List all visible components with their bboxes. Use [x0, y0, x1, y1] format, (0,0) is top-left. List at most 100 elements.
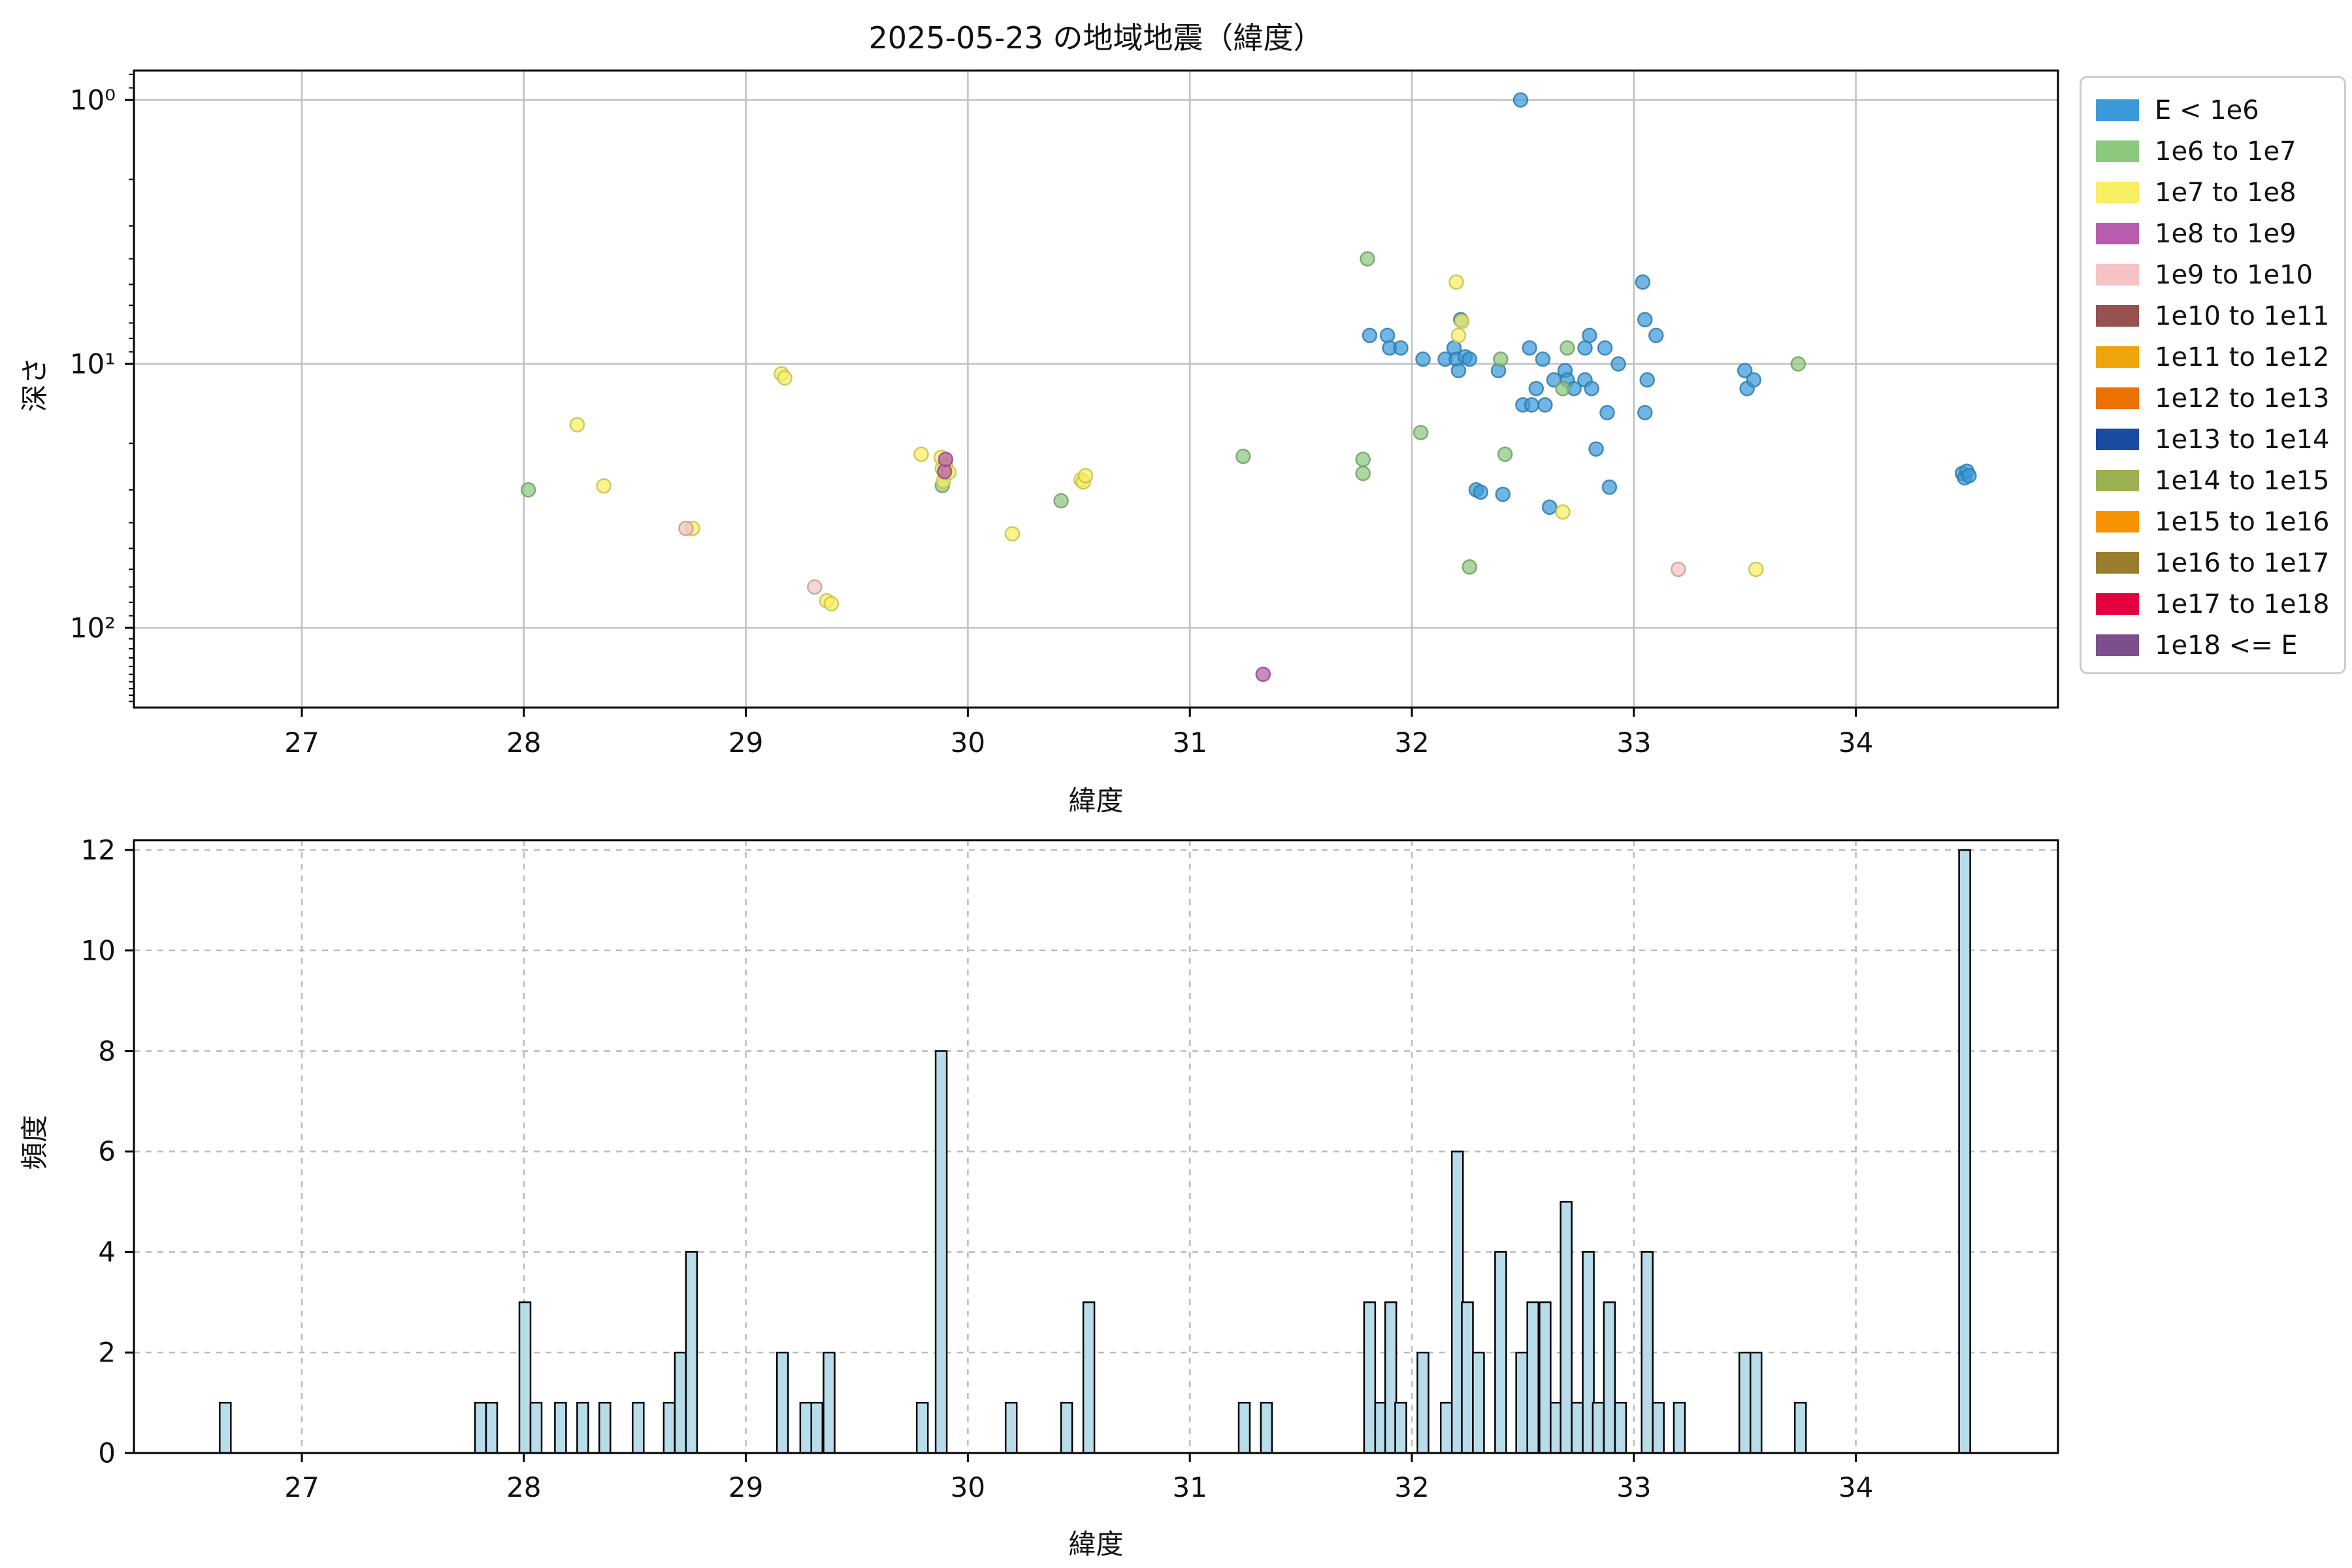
scatter-point: [1355, 465, 1371, 482]
scatter-point: [1448, 274, 1464, 290]
histogram-bar: [1060, 1401, 1073, 1454]
scatter-point: [1512, 92, 1529, 108]
scatter-point: [1597, 340, 1613, 356]
legend-swatch-icon: [2096, 182, 2139, 203]
histogram-bar: [662, 1401, 676, 1454]
scatter-point: [1588, 441, 1604, 457]
legend-swatch-icon: [2096, 552, 2139, 574]
scatter-point: [1415, 351, 1431, 367]
histogram-xtick: 31: [1172, 1471, 1207, 1503]
scatter-point: [1560, 340, 1575, 356]
histogram-bar: [1793, 1401, 1807, 1454]
scatter-point: [1648, 327, 1664, 344]
legend-row: 1e6 to 1e7: [2096, 131, 2344, 172]
histogram-axes: [125, 839, 2059, 1462]
scatter-point: [1599, 404, 1615, 421]
histogram-bar: [1237, 1401, 1251, 1454]
legend-row: 1e15 to 1e16: [2096, 501, 2344, 542]
histogram-bar: [1004, 1401, 1018, 1454]
scatter-point: [1497, 446, 1513, 463]
histogram-xtick: 32: [1394, 1471, 1429, 1503]
scatter-point: [1362, 327, 1378, 344]
legend-row: 1e12 to 1e13: [2096, 378, 2344, 419]
scatter-point: [1537, 397, 1553, 413]
histogram-grid: [134, 840, 2058, 1454]
histogram-bar: [474, 1401, 487, 1454]
histogram-bar: [598, 1401, 612, 1454]
legend-label: 1e12 to 1e13: [2155, 383, 2330, 414]
scatter-point: [1635, 274, 1651, 290]
legend-swatch-icon: [2096, 634, 2139, 656]
scatter-point: [1255, 666, 1271, 682]
chart-title: 2025-05-23 の地域地震（緯度）: [868, 20, 1324, 56]
scatter-point: [1790, 356, 1806, 372]
legend-row: 1e17 to 1e18: [2096, 583, 2344, 625]
histogram-bar: [1363, 1301, 1377, 1454]
histogram-ytick: 12: [80, 834, 116, 866]
legend-label: 1e16 to 1e17: [2155, 547, 2330, 578]
scatter-point: [1454, 314, 1470, 329]
scatter-point: [1555, 380, 1571, 397]
scatter-point: [1473, 484, 1489, 500]
scatter-point: [1355, 451, 1371, 467]
scatter-point: [823, 596, 840, 612]
scatter-point: [1535, 351, 1551, 367]
histogram-ytick: 4: [98, 1235, 116, 1268]
scatter-point: [1524, 397, 1540, 413]
histogram-bar: [1641, 1251, 1654, 1454]
histogram-bar: [1526, 1301, 1539, 1454]
scatter-point: [1053, 493, 1069, 509]
scatter-point: [1462, 351, 1478, 367]
histogram-bars: [219, 849, 1971, 1454]
legend-swatch-icon: [2096, 99, 2139, 121]
scatter-point: [1555, 504, 1571, 520]
histogram-bar: [219, 1401, 232, 1454]
histogram-bar: [1571, 1401, 1584, 1454]
legend-swatch-icon: [2096, 264, 2139, 286]
scatter-point: [678, 521, 694, 536]
scatter-point: [1450, 363, 1467, 378]
histogram-bar: [1592, 1401, 1605, 1454]
legend-row: 1e8 to 1e9: [2096, 213, 2344, 254]
legend-label: 1e14 to 1e15: [2155, 465, 2330, 496]
legend-label: 1e13 to 1e14: [2155, 424, 2330, 455]
scatter-point: [1746, 372, 1762, 388]
scatter-point: [1671, 561, 1686, 578]
legend-label: 1e11 to 1e12: [2155, 342, 2330, 372]
scatter-point: [1737, 363, 1753, 378]
scatter-point: [1360, 251, 1375, 267]
histogram-bar: [529, 1401, 543, 1454]
histogram-ylabel: 頻度: [18, 1115, 51, 1170]
histogram-bar: [915, 1401, 929, 1454]
scatter-xtick: 31: [1172, 727, 1207, 759]
histogram-xtick: 29: [728, 1471, 764, 1503]
histogram-bar: [1673, 1401, 1686, 1454]
histogram-xtick: 34: [1838, 1471, 1874, 1503]
scatter-xtick: 33: [1616, 727, 1652, 759]
legend-row: 1e16 to 1e17: [2096, 542, 2344, 583]
scatter-ytick: 10⁰: [69, 84, 116, 116]
legend-box: E < 1e6 1e6 to 1e7 1e7 to 1e8 1e8 to 1e9 1e9…: [2080, 76, 2346, 674]
histogram-bar: [1260, 1401, 1273, 1454]
histogram-bar: [1472, 1351, 1485, 1454]
histogram-bar: [1958, 849, 1971, 1454]
legend-label: 1e8 to 1e9: [2155, 218, 2296, 249]
scatter-xlabel: 緯度: [1068, 785, 1124, 817]
scatter-point: [1077, 468, 1094, 483]
scatter-point: [913, 446, 929, 463]
legend-swatch-icon: [2096, 470, 2139, 491]
scatter-point: [1462, 559, 1478, 575]
histogram-bar: [632, 1401, 645, 1454]
legend-row: 1e11 to 1e12: [2096, 336, 2344, 378]
histogram-bar: [1494, 1251, 1507, 1454]
scatter-xtick: 32: [1394, 727, 1429, 759]
scatter-point: [1393, 340, 1409, 356]
scatter-point: [596, 478, 612, 494]
legend-row: 1e18 <= E: [2096, 625, 2344, 666]
histogram-bar: [576, 1401, 589, 1454]
histogram-bar: [1749, 1351, 1763, 1454]
legend-swatch-icon: [2096, 346, 2139, 368]
histogram-ytick: 6: [98, 1135, 116, 1168]
scatter-ytick: 10¹: [69, 348, 116, 380]
